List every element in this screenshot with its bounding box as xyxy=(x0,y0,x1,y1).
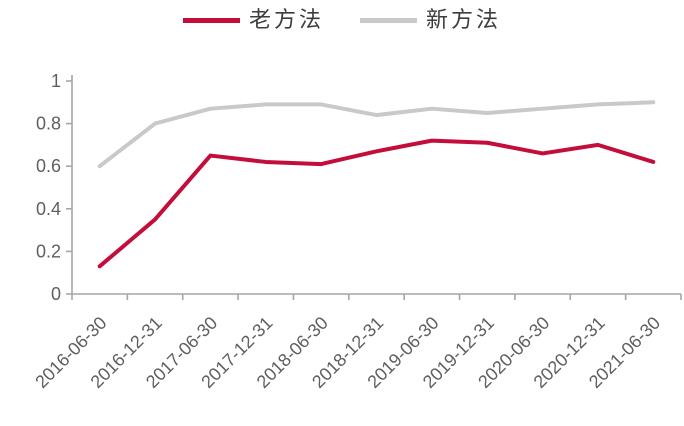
legend-item-new-method: 新方法 xyxy=(360,9,501,31)
series-line-old-method xyxy=(97,138,656,269)
legend-label-old-method: 老方法 xyxy=(248,7,324,32)
y-tick-label: 1 xyxy=(51,71,61,91)
legend: 老方法 新方法 xyxy=(0,9,684,31)
y-tick-label: 0 xyxy=(51,284,61,304)
y-tick-label: 0.4 xyxy=(36,199,61,219)
legend-item-old-method: 老方法 xyxy=(182,7,324,32)
old-method-line-swatch-icon xyxy=(182,17,240,23)
series-line-new-method xyxy=(97,100,656,169)
legend-label-new-method: 新方法 xyxy=(426,7,502,32)
new-method-line-swatch-icon xyxy=(360,17,417,23)
y-tick-label: 0.2 xyxy=(36,241,61,261)
y-tick-label: 0.8 xyxy=(36,114,61,134)
y-tick-label: 0.6 xyxy=(36,156,61,176)
